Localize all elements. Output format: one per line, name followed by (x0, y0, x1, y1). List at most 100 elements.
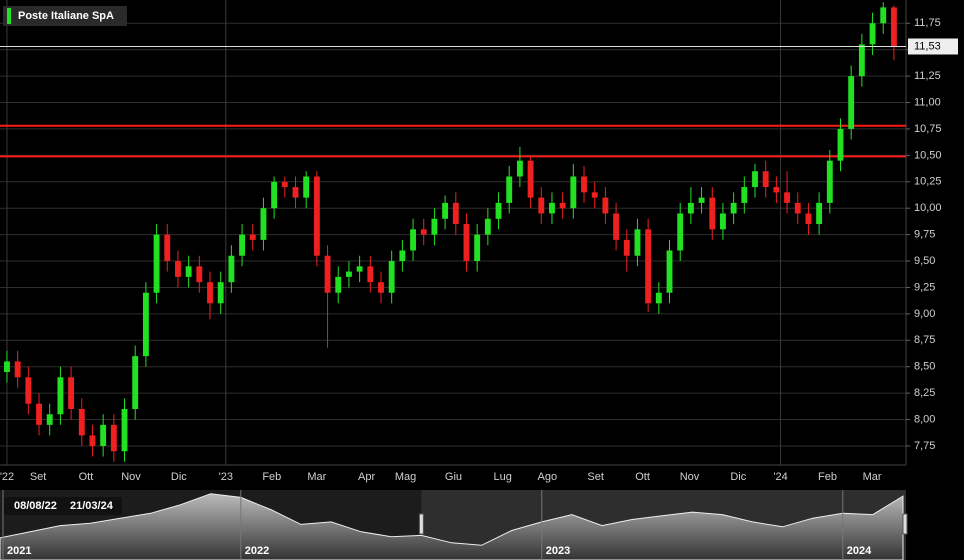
candle-body (645, 229, 652, 304)
x-tick-label: Ott (79, 471, 94, 483)
candle-body (474, 234, 481, 262)
candle-body (858, 44, 865, 77)
y-tick-label: 7,75 (914, 440, 935, 452)
y-tick-label: 10,50 (914, 149, 942, 161)
y-tick-label: 8,00 (914, 413, 935, 425)
candle-body (794, 202, 801, 214)
candle-body (677, 213, 684, 251)
candle-body (720, 213, 726, 230)
y-tick-label: 8,25 (914, 387, 935, 399)
candle-body (164, 234, 171, 262)
candle-body (516, 160, 523, 177)
candle-body (784, 192, 790, 203)
range-box (4, 497, 122, 515)
y-tick-label: 9,75 (914, 229, 935, 241)
candle-body (292, 187, 299, 198)
candle-body (25, 377, 32, 404)
candle-body (239, 234, 246, 256)
range-start: 08/08/22 (14, 500, 57, 512)
candle-body (78, 408, 85, 436)
candle-body (591, 192, 598, 198)
navigator-handle[interactable] (418, 513, 424, 535)
navigator-year-label: 2022 (245, 545, 269, 557)
candle-body (869, 23, 876, 45)
x-tick-label: Ago (538, 471, 558, 483)
candle-body (634, 229, 641, 256)
candle-body (613, 213, 620, 240)
candle-body (46, 414, 53, 425)
candle-body (399, 250, 406, 262)
x-tick-label: Feb (262, 471, 281, 483)
x-tick-label: Giu (445, 471, 462, 483)
y-tick-label: 10,75 (914, 123, 942, 135)
candle-body (773, 187, 780, 193)
navigator-handle[interactable] (902, 513, 908, 535)
candle-body (687, 202, 694, 214)
x-tick-label: Feb (818, 471, 837, 483)
navigator-area (0, 493, 904, 560)
candle-body (666, 250, 673, 293)
candle-body (207, 282, 213, 304)
candle-body (378, 282, 384, 293)
candle-body (420, 229, 427, 235)
y-tick-label: 8,75 (914, 334, 935, 346)
x-tick-label: Mag (395, 471, 416, 483)
candle-body (826, 160, 833, 203)
y-tick-label: 11,75 (914, 17, 941, 29)
y-tick-label: 11,25 (914, 70, 941, 82)
candle-body (228, 255, 235, 283)
y-tick-label: 9,50 (914, 255, 935, 267)
y-tick-label: 10,00 (914, 202, 942, 214)
candle-body (495, 202, 502, 219)
candle-body (752, 171, 758, 188)
chart-title: Poste Italiane SpA (18, 10, 114, 22)
candle-body (527, 160, 534, 198)
x-tick-label: Set (587, 471, 604, 483)
candle-body (388, 261, 395, 293)
candle-body (249, 234, 256, 240)
candle-body (281, 181, 288, 188)
x-tick-label: Ott (635, 471, 650, 483)
candle-body (538, 197, 545, 214)
candle-body (303, 176, 310, 198)
candle-body (153, 234, 160, 293)
title-box (3, 6, 127, 26)
candle-body (730, 202, 737, 214)
candle-body (549, 202, 555, 214)
navigator-year-label: 2021 (7, 545, 31, 557)
candle-body (367, 266, 374, 283)
candle-body (345, 271, 352, 277)
candle-body (698, 197, 705, 203)
candle-body (271, 181, 278, 209)
candle-body (709, 197, 716, 230)
candle-body (655, 292, 662, 304)
candle-body (260, 208, 267, 240)
candle-body (36, 403, 42, 425)
candle-body (121, 408, 128, 452)
last-price-box (908, 38, 958, 55)
candle-body (175, 261, 181, 277)
x-tick-label: Mar (863, 471, 882, 483)
navigator-year-label: 2023 (546, 545, 570, 557)
candle-body (335, 276, 342, 293)
candle-body (452, 202, 459, 225)
candle-body (805, 213, 812, 225)
x-tick-label: Mar (307, 471, 326, 483)
candle-body (570, 176, 577, 209)
candle-body (132, 356, 139, 409)
y-tick-label: 9,25 (914, 281, 935, 293)
x-tick-label: Apr (358, 471, 375, 483)
candle-body (110, 424, 117, 452)
candle-body (581, 176, 587, 193)
x-tick-label: '23 (219, 471, 233, 483)
last-price-label: 11,53 (914, 40, 941, 52)
candle-body (506, 176, 513, 203)
candle-body (890, 7, 897, 47)
candle-body (623, 239, 630, 256)
x-tick-label: Nov (680, 471, 700, 483)
y-tick-label: 11,00 (914, 96, 941, 108)
candle-body (356, 266, 363, 272)
